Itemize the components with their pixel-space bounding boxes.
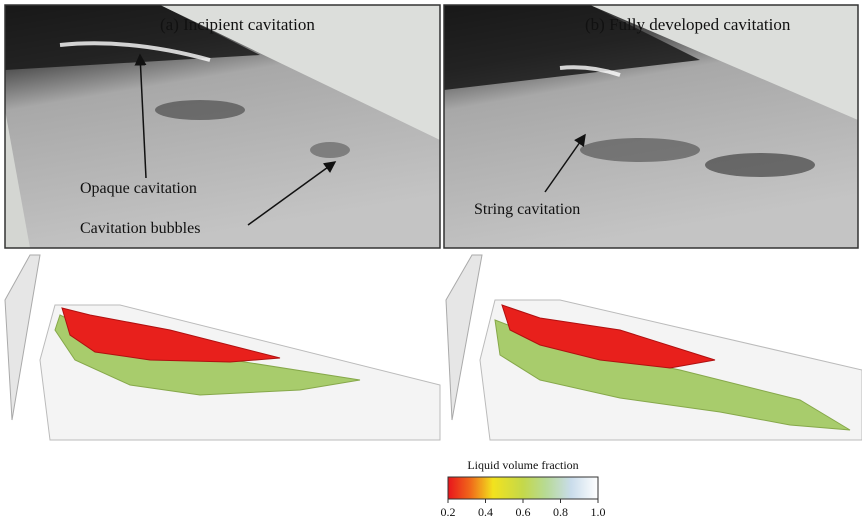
colorbar: [448, 477, 598, 499]
colorbar-tick-label: 0.6: [516, 505, 531, 519]
annotation: String cavitation: [474, 201, 580, 218]
colorbar-tick-label: 0.4: [478, 505, 493, 519]
colorbar-tick-label: 0.8: [553, 505, 568, 519]
colorbar-label: Liquid volume fraction: [467, 458, 578, 472]
page: (a) Incipient cavitation (b) Fully devel…: [0, 0, 862, 522]
panel-title: (b) Fully developed cavitation: [585, 15, 791, 34]
render-a: [5, 255, 440, 440]
colorbar-tick-label: 0.2: [441, 505, 456, 519]
colorbar-tick-label: 1.0: [591, 505, 606, 519]
panel-title: (a) Incipient cavitation: [160, 15, 315, 34]
render-b: [446, 255, 862, 440]
annotation: Opaque cavitation: [80, 180, 197, 197]
photo-a: [5, 5, 440, 248]
figure: (a) Incipient cavitation (b) Fully devel…: [0, 0, 862, 522]
annotation: Cavitation bubbles: [80, 220, 200, 237]
